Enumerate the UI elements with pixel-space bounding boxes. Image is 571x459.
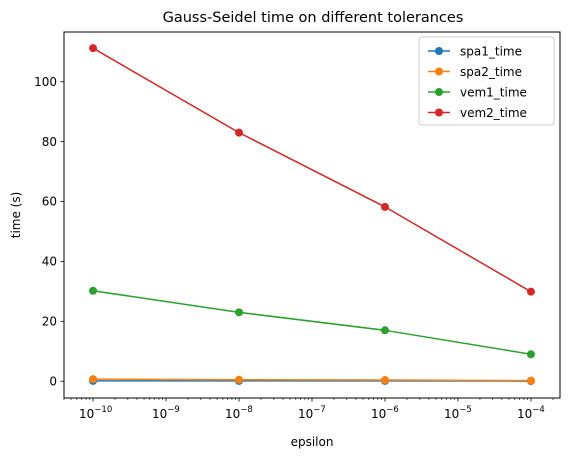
legend-label: spa1_time bbox=[460, 44, 522, 58]
data-point-spa2_time bbox=[526, 376, 535, 385]
x-tick-label: 10−5 bbox=[444, 405, 472, 421]
x-tick-exponent: −8 bbox=[240, 405, 253, 415]
data-point-vem2_time bbox=[526, 287, 535, 296]
y-tick-label: 60 bbox=[42, 195, 57, 209]
legend-swatch-marker bbox=[435, 47, 443, 55]
data-point-vem1_time bbox=[526, 350, 535, 359]
x-tick-base: 10 bbox=[298, 407, 313, 421]
x-axis: 10−10 10−9 10−8 10−7 10−6 10−5 10−4 bbox=[63, 398, 554, 421]
x-tick-exponent: −9 bbox=[167, 405, 180, 415]
series-line-vem2_time bbox=[92, 47, 532, 293]
x-tick-exponent: −7 bbox=[313, 405, 326, 415]
data-point-vem2_time bbox=[380, 202, 389, 211]
x-tick-label: 10−4 bbox=[517, 405, 545, 421]
x-tick-base: 10 bbox=[517, 407, 532, 421]
x-tick-label: 10−7 bbox=[298, 405, 326, 421]
data-point-spa2_time bbox=[89, 375, 98, 384]
y-tick-label: 100 bbox=[34, 75, 57, 89]
x-axis-label: epsilon bbox=[291, 435, 334, 449]
x-tick-base: 10 bbox=[444, 407, 459, 421]
series-line-vem1_time bbox=[92, 290, 532, 356]
legend-label: vem1_time bbox=[460, 85, 527, 99]
chart-title: Gauss-Seidel time on different tolerance… bbox=[163, 10, 464, 26]
legend-swatch-marker bbox=[435, 88, 443, 96]
legend-label: spa2_time bbox=[460, 65, 522, 79]
data-point-vem2_time bbox=[89, 44, 98, 53]
data-point-vem2_time bbox=[235, 128, 244, 137]
x-tick-exponent: −6 bbox=[386, 405, 399, 415]
x-tick-label: 10−10 bbox=[79, 405, 112, 421]
legend-swatch-marker bbox=[435, 67, 443, 76]
y-tick-label: 80 bbox=[42, 135, 57, 149]
legend-box bbox=[418, 36, 555, 126]
x-tick-label: 10−8 bbox=[225, 405, 253, 421]
y-tick-label: 0 bbox=[49, 374, 57, 388]
y-axis-label: time (s) bbox=[9, 192, 23, 239]
x-tick-base: 10 bbox=[152, 407, 167, 421]
x-tick-base: 10 bbox=[225, 407, 240, 421]
y-tick-label: 20 bbox=[42, 315, 57, 329]
legend-swatch-marker bbox=[435, 108, 443, 117]
x-tick-exponent: −10 bbox=[94, 405, 112, 415]
data-point-vem1_time bbox=[89, 286, 98, 295]
y-axis: 0 20 40 60 80 100 bbox=[34, 75, 64, 388]
data-point-vem1_time bbox=[380, 326, 389, 335]
y-tick-label: 40 bbox=[42, 255, 57, 269]
series-line-spa2_time bbox=[93, 378, 531, 382]
legend-label: vem2_time bbox=[460, 106, 527, 120]
data-point-spa2_time bbox=[235, 375, 244, 384]
x-tick-exponent: −4 bbox=[532, 405, 545, 415]
x-tick-base: 10 bbox=[79, 407, 94, 421]
legend: spa1_time spa2_time vem1_time vem2_time bbox=[418, 36, 555, 126]
x-tick-label: 10−6 bbox=[371, 405, 399, 421]
x-tick-label: 10−9 bbox=[152, 405, 180, 421]
x-tick-base: 10 bbox=[371, 407, 386, 421]
data-point-spa2_time bbox=[380, 376, 389, 385]
plot-area bbox=[89, 44, 535, 386]
x-tick-exponent: −5 bbox=[459, 405, 472, 415]
data-point-vem1_time bbox=[235, 308, 244, 317]
